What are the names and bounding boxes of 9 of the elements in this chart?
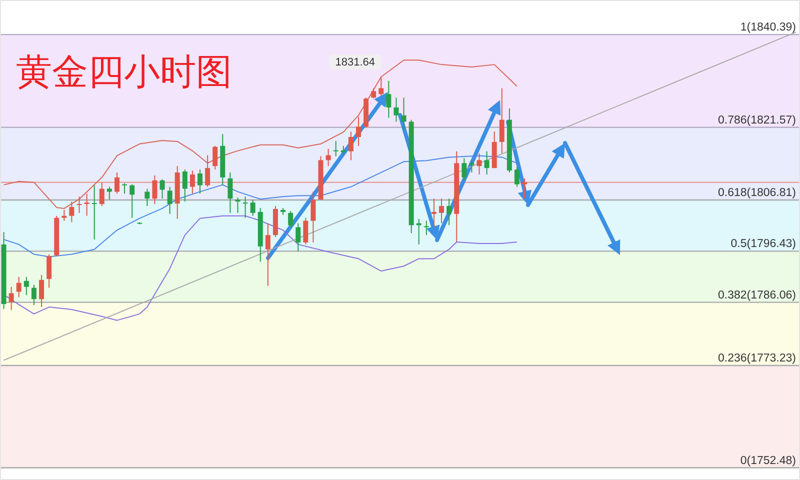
ref-line-label: 0(1752.48) bbox=[740, 454, 796, 467]
ref-line-label: 0.236(1773.23) bbox=[718, 352, 796, 365]
ref-line-label: 0.786(1821.57) bbox=[718, 114, 796, 126]
text: 黄金四小时图 bbox=[16, 51, 232, 92]
ref-line-label: 0.382(1786.06) bbox=[718, 289, 796, 302]
ref-line-label: 0.5(1796.43) bbox=[730, 238, 796, 250]
ref-line-label: 0.618(1806.81) bbox=[718, 187, 796, 200]
ref-line-label: 1(1840.39) bbox=[740, 22, 796, 34]
annotation: 1831.64 bbox=[335, 56, 376, 69]
